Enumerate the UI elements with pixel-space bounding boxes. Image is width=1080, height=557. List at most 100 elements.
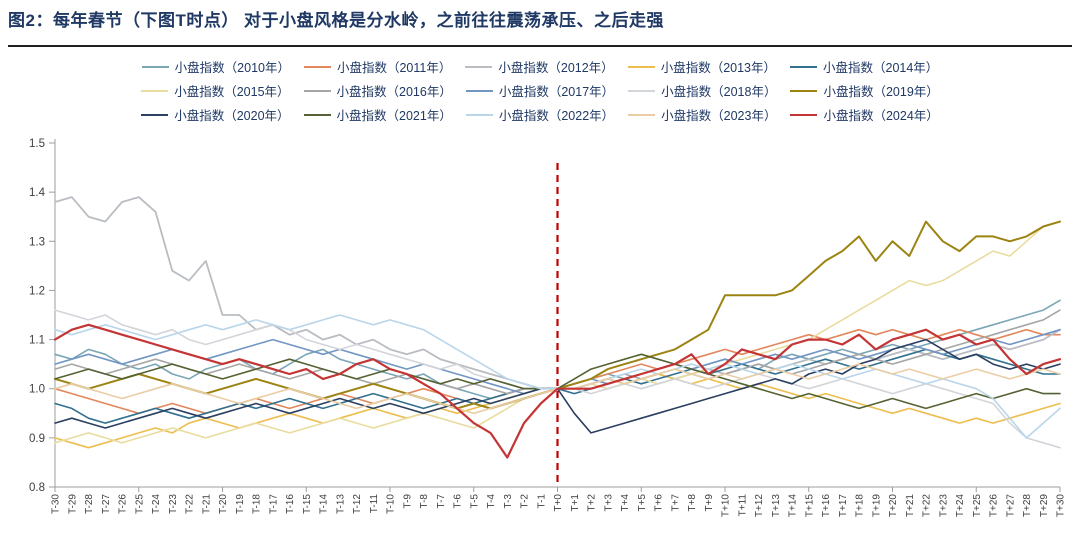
legend-row: 小盘指数（2010年） 小盘指数（2011年） 小盘指数（2012年） 小盘指数（20… <box>141 56 938 77</box>
y-tick-label: 1.4 <box>29 187 46 199</box>
legend-row: 小盘指数（2020年） 小盘指数（2021年） 小盘指数（2022年） 小盘指数（20… <box>141 104 939 125</box>
x-tick-label: T+10 <box>721 494 732 518</box>
x-tick-label: T+15 <box>804 494 815 518</box>
legend-label: 小盘指数（2018年） <box>661 85 777 99</box>
x-tick-label: T-15 <box>302 494 313 514</box>
y-tick-label: 0.9 <box>29 433 45 445</box>
legend-line-swatch <box>790 65 817 68</box>
x-tick-label: T+7 <box>670 494 681 512</box>
x-tick-label: T-16 <box>285 494 296 514</box>
x-tick-label: T-8 <box>419 494 430 509</box>
legend-label: 小盘指数（2014年） <box>823 61 939 75</box>
x-tick-label: T-26 <box>118 494 129 514</box>
legend-label: 小盘指数（2020年） <box>174 109 290 123</box>
legend-label: 小盘指数（2022年） <box>498 109 615 123</box>
x-tick-label: T+14 <box>788 494 799 518</box>
x-tick-label: T+4 <box>620 494 631 512</box>
legend-item-2011: 小盘指数（2011年） <box>303 56 452 77</box>
x-tick-label: T+22 <box>922 494 933 518</box>
x-tick-label: T-11 <box>369 494 380 514</box>
legend-label: 小盘指数（2023年） <box>661 109 777 123</box>
figure-title: 图2：每年春节（下图T时点） 对于小盘风格是分水岭，之前往往震荡承压、之后走强 <box>8 11 665 30</box>
x-tick-label: T+5 <box>637 494 648 512</box>
legend-line-swatch <box>465 65 493 68</box>
legend-line-swatch <box>303 113 331 116</box>
legend-label: 小盘指数（2012年） <box>498 61 614 75</box>
x-tick-label: T+29 <box>1039 494 1050 518</box>
x-tick-label: T+20 <box>888 494 899 518</box>
legend-label: 小盘指数（2010年） <box>174 61 290 75</box>
x-tick-label: T-3 <box>503 494 514 509</box>
x-tick-label: T+1 <box>570 494 581 512</box>
x-tick-label: T-22 <box>185 494 196 514</box>
legend-item-2022: 小盘指数（2022年） <box>465 104 615 125</box>
legend-item-2015: 小盘指数（2015年） <box>141 80 290 101</box>
chart-area: 0.8 0.9 1.0 1.1 1.2 1.3 1.4 1.5 T-30 T-29 T-28 T-27… <box>0 135 1080 552</box>
legend-item-2014: 小盘指数（2014年） <box>790 56 938 77</box>
x-tick-label: T+18 <box>855 494 866 518</box>
y-tick-label: 1.1 <box>29 335 45 347</box>
legend-item-2017: 小盘指数（2017年） <box>465 80 615 101</box>
legend-line-swatch <box>790 89 818 92</box>
x-tick-label: T-27 <box>101 494 112 514</box>
x-tick-label: T-12 <box>352 494 363 514</box>
x-tick-label: T-14 <box>319 494 330 514</box>
x-tick-label: T-6 <box>453 494 464 509</box>
legend-row: 小盘指数（2015年） 小盘指数（2016年） 小盘指数（2017年） 小盘指数（20… <box>141 80 939 101</box>
x-tick-label: T+26 <box>989 494 1000 518</box>
x-tick-label: T+2 <box>587 494 598 512</box>
legend-item-2012: 小盘指数（2012年） <box>465 56 614 77</box>
x-tick-label: T+19 <box>871 494 882 518</box>
x-tick-label: T+27 <box>1005 494 1016 518</box>
x-tick-label: T+0 <box>553 494 564 512</box>
legend-line-swatch <box>465 113 493 116</box>
x-tick-label: T-9 <box>402 494 413 509</box>
legend-line-swatch <box>627 65 655 68</box>
x-tick-label: T-19 <box>235 494 246 514</box>
x-tick-label: T+9 <box>704 494 715 512</box>
legend-label: 小盘指数（2017年） <box>498 85 615 99</box>
x-tick-label: T+16 <box>821 494 832 518</box>
x-tick-label: T-24 <box>151 494 162 514</box>
legend-item-2021: 小盘指数（2021年） <box>303 104 452 125</box>
x-tick-label: T+23 <box>938 494 949 518</box>
x-tick-label: T-7 <box>436 494 447 509</box>
x-tick-label: T+12 <box>754 494 765 518</box>
series-line-2024 <box>53 323 1062 459</box>
legend-label: 小盘指数（2011年） <box>336 61 452 75</box>
x-tick-label: T-21 <box>201 494 212 514</box>
x-tick-label: T+24 <box>955 494 966 518</box>
legend-item-2019: 小盘指数（2019年） <box>790 80 939 101</box>
x-tick-label: T+11 <box>737 494 748 517</box>
y-tick-label: 1.0 <box>29 384 45 396</box>
legend-line-swatch <box>628 113 656 116</box>
legend-line-swatch <box>628 89 656 92</box>
x-tick-label: T-29 <box>67 494 78 514</box>
x-tick-label: T-20 <box>218 494 229 514</box>
x-tick-label: T+30 <box>1056 494 1067 518</box>
chart-canvas: 0.8 0.9 1.0 1.1 1.2 1.3 1.4 1.5 T-30 T-29 T-28 T-27… <box>29 138 1067 518</box>
x-tick-label: T-28 <box>84 494 95 514</box>
legend-item-2010: 小盘指数（2010年） <box>141 56 290 77</box>
legend-label: 小盘指数（2016年） <box>336 85 452 99</box>
x-tick-label: T-4 <box>486 494 497 509</box>
x-tick-label: T-25 <box>134 494 145 514</box>
y-tick-label: 1.3 <box>29 236 45 248</box>
chart-legend: 小盘指数（2010年） 小盘指数（2011年） 小盘指数（2012年） 小盘指数（20… <box>0 56 1080 125</box>
legend-line-swatch <box>303 89 331 92</box>
legend-item-2023: 小盘指数（2023年） <box>628 104 776 125</box>
x-tick-label: T-2 <box>520 494 531 509</box>
legend-label: 小盘指数（2013年） <box>660 61 776 75</box>
legend-line-swatch <box>141 89 169 92</box>
x-tick-label: T+25 <box>972 494 983 518</box>
x-tick-label: T+8 <box>687 494 698 512</box>
x-tick-label: T+6 <box>654 494 665 512</box>
legend-line-swatch <box>303 65 331 68</box>
legend-item-2024: 小盘指数（2024年） <box>790 104 939 125</box>
x-tick-label: T-23 <box>168 494 179 514</box>
x-tick-label: T-17 <box>268 494 279 514</box>
legend-label: 小盘指数（2021年） <box>336 109 452 123</box>
legend-label: 小盘指数（2019年） <box>823 85 939 99</box>
legend-item-2020: 小盘指数（2020年） <box>141 104 290 125</box>
legend-line-swatch <box>790 113 818 116</box>
